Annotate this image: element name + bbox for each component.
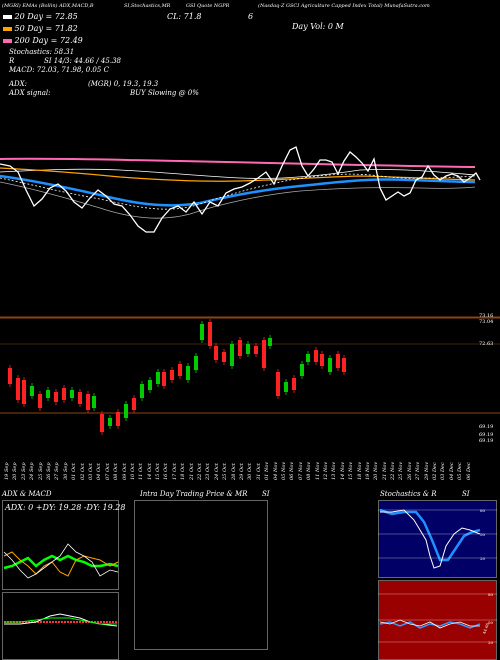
si-prefix: R xyxy=(9,57,15,65)
adx-panel-title: ADX & MACD xyxy=(2,490,52,498)
day-volume: Day Vol: 0 M xyxy=(292,22,344,31)
adx-panel: ADX: 0 +DY: 19.28 -DY: 19.28 xyxy=(2,500,125,590)
buy-signal: BUY Slowing @ 0% xyxy=(130,89,199,97)
ema-50-line xyxy=(0,167,476,182)
stoch-si-label: SI xyxy=(462,490,470,498)
intraday-panel xyxy=(134,500,268,650)
close-value: 6 xyxy=(248,12,254,21)
ema-50-swatch xyxy=(3,27,12,31)
macd-readout: MACD: 72.03, 71.98, 0.05 C xyxy=(9,66,109,74)
stoch-readout: Stochastics: 58.31 xyxy=(9,48,75,56)
ema-20-line xyxy=(0,173,476,210)
price-line xyxy=(0,146,481,233)
si-tick-80: 80 xyxy=(488,592,494,597)
si-readout: SI 14/3: 44.66 / 45.38 xyxy=(44,57,121,65)
header-title-left: (MGRI) EMAs (Bollin) ADX,MACD,B xyxy=(2,3,94,9)
intra-si-label: SI xyxy=(262,490,270,498)
header-source: (Nasdaq-Z GSCI Agriculture Capped Index … xyxy=(258,3,430,9)
ema-20-label: 20 Day = 72.85 xyxy=(3,12,78,21)
ema-200-line xyxy=(0,157,476,168)
adx-label: ADX: xyxy=(9,80,28,88)
stoch-tick-80: 80 xyxy=(480,508,486,513)
stoch-panel-title: Stochastics & R xyxy=(380,490,437,498)
header-title-mid: SI,Stochastics,MR xyxy=(124,3,171,9)
price-label-3: 72.63 xyxy=(479,341,494,347)
close-label: CL: 71.8 xyxy=(167,12,202,21)
price-label-5: 69.19 xyxy=(479,432,494,438)
stoch-blue-line xyxy=(379,508,481,562)
ema-200-swatch xyxy=(3,39,12,43)
adx-line xyxy=(3,543,119,579)
si-white-line xyxy=(379,619,480,629)
price-label-6: 69.19 xyxy=(479,438,494,444)
price-label-1: 73.16 xyxy=(479,313,494,319)
si-blue-line xyxy=(379,621,481,629)
stoch-white-line xyxy=(380,509,481,569)
price-label-2: 73.04 xyxy=(479,319,494,325)
adx-signal-label: ADX signal: xyxy=(9,89,51,97)
adx-plus-di-line xyxy=(3,554,119,570)
ema-50-label: 50 Day = 71.82 xyxy=(3,24,78,33)
macd-signal-line xyxy=(4,617,117,625)
ema-200-label: 200 Day = 72.49 xyxy=(3,36,83,45)
ema-20-swatch xyxy=(3,15,12,19)
price-label-4: 69.19 xyxy=(479,424,494,430)
si-tick-20: 20 xyxy=(488,640,494,645)
adx-panel-readout: ADX: 0 +DY: 19.28 -DY: 19.28 xyxy=(5,503,126,512)
bb-lower-line xyxy=(0,181,476,219)
bb-upper-line xyxy=(0,168,476,179)
adx-minus-di-line xyxy=(3,551,119,577)
bb-mid-line xyxy=(0,174,476,207)
si-tick-50: 50 xyxy=(488,620,494,625)
header-title-right: GSI Quote NGPR xyxy=(186,3,230,9)
intra-panel-title: Intra Day Trading Price & MR xyxy=(140,490,248,498)
stoch-tick-20: 20 xyxy=(480,556,486,561)
stoch-tick-50: 50 xyxy=(480,532,486,537)
adx-value: (MGR) 0, 19.3, 19.3 xyxy=(88,80,159,88)
